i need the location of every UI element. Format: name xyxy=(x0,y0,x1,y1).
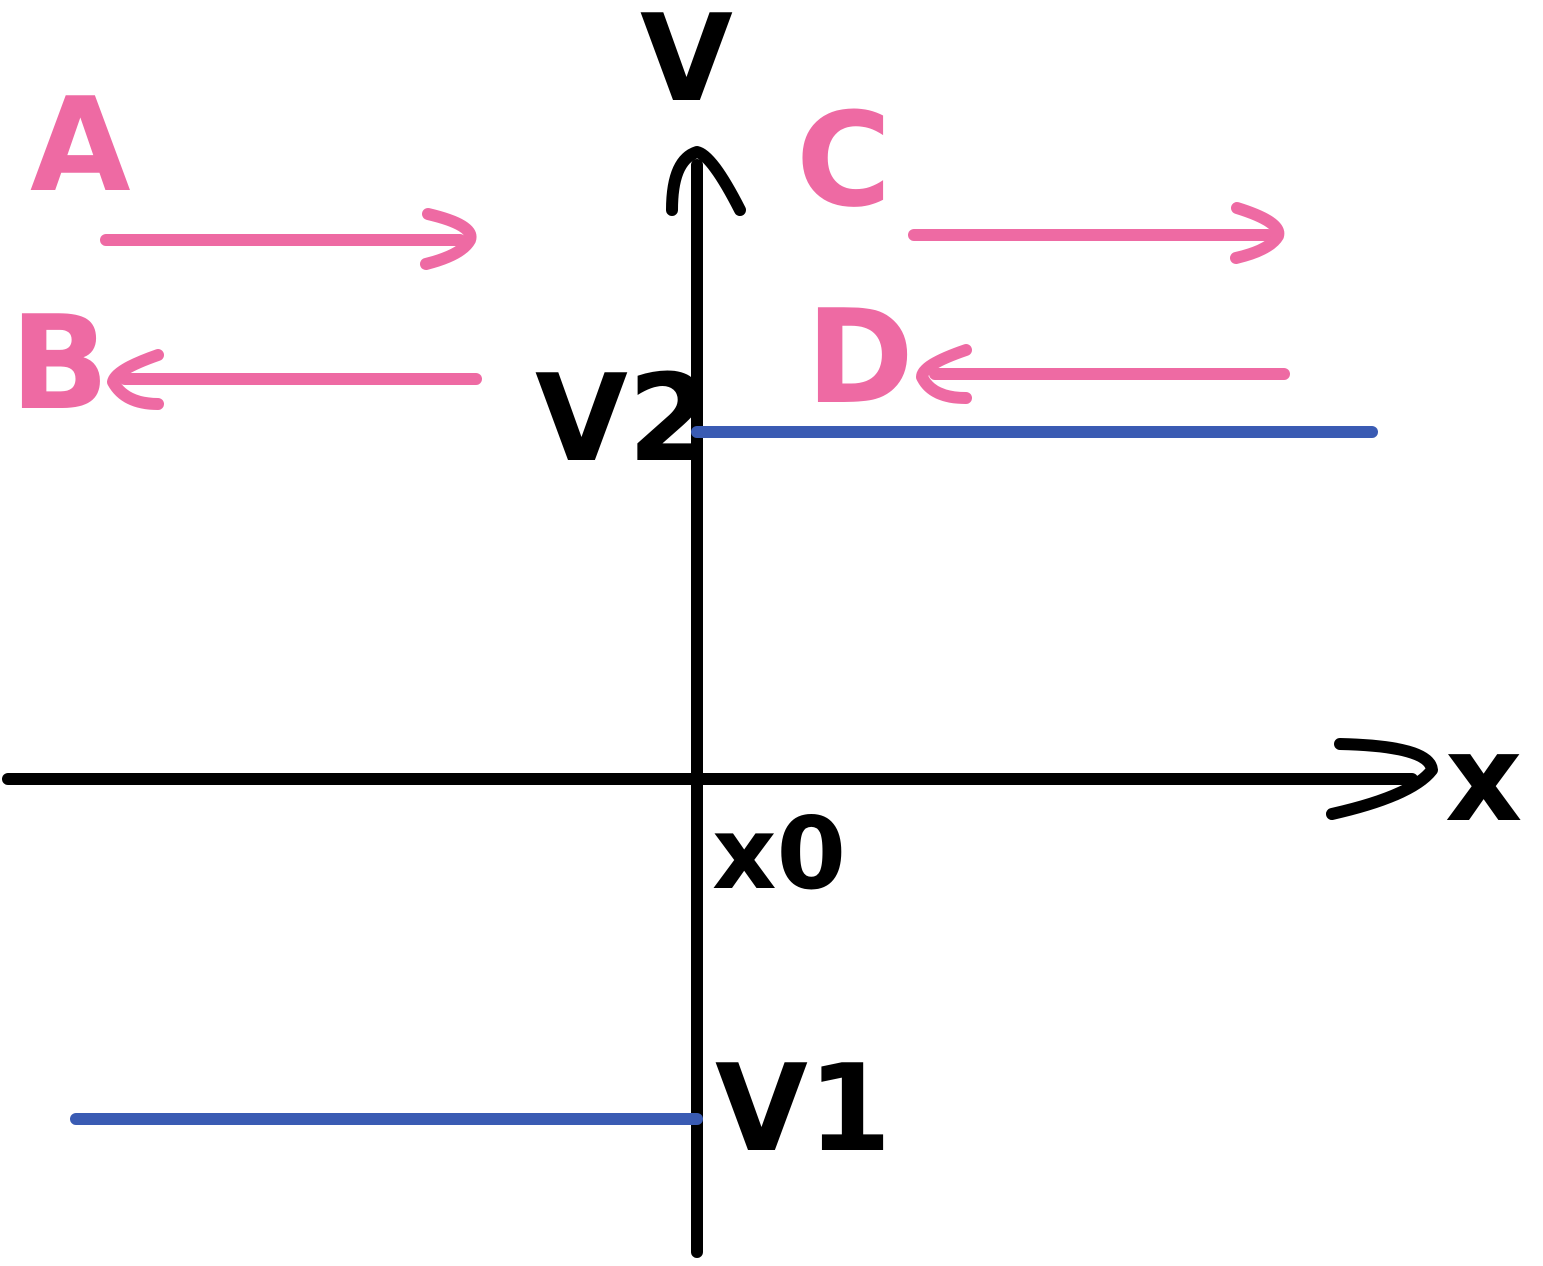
wave-b-label: B xyxy=(10,287,109,439)
arrow-b-leftward xyxy=(107,349,482,410)
v2-label: V2 xyxy=(535,350,711,489)
x-axis-label: x xyxy=(1445,710,1522,849)
y-axis-label: V xyxy=(640,0,733,129)
v1-label: V1 xyxy=(715,1040,891,1179)
wave-d-label: D xyxy=(806,281,914,433)
y-axis-arrowhead xyxy=(666,146,746,216)
arrow-a-rightward xyxy=(100,208,477,270)
wave-c-label: C xyxy=(796,84,891,236)
arrow-c-rightward xyxy=(908,202,1285,264)
arrow-d-leftward xyxy=(916,344,1290,404)
x0-label: x0 xyxy=(712,795,846,912)
wave-a-label: A xyxy=(30,69,131,221)
x-axis-arrowhead xyxy=(1326,738,1438,820)
